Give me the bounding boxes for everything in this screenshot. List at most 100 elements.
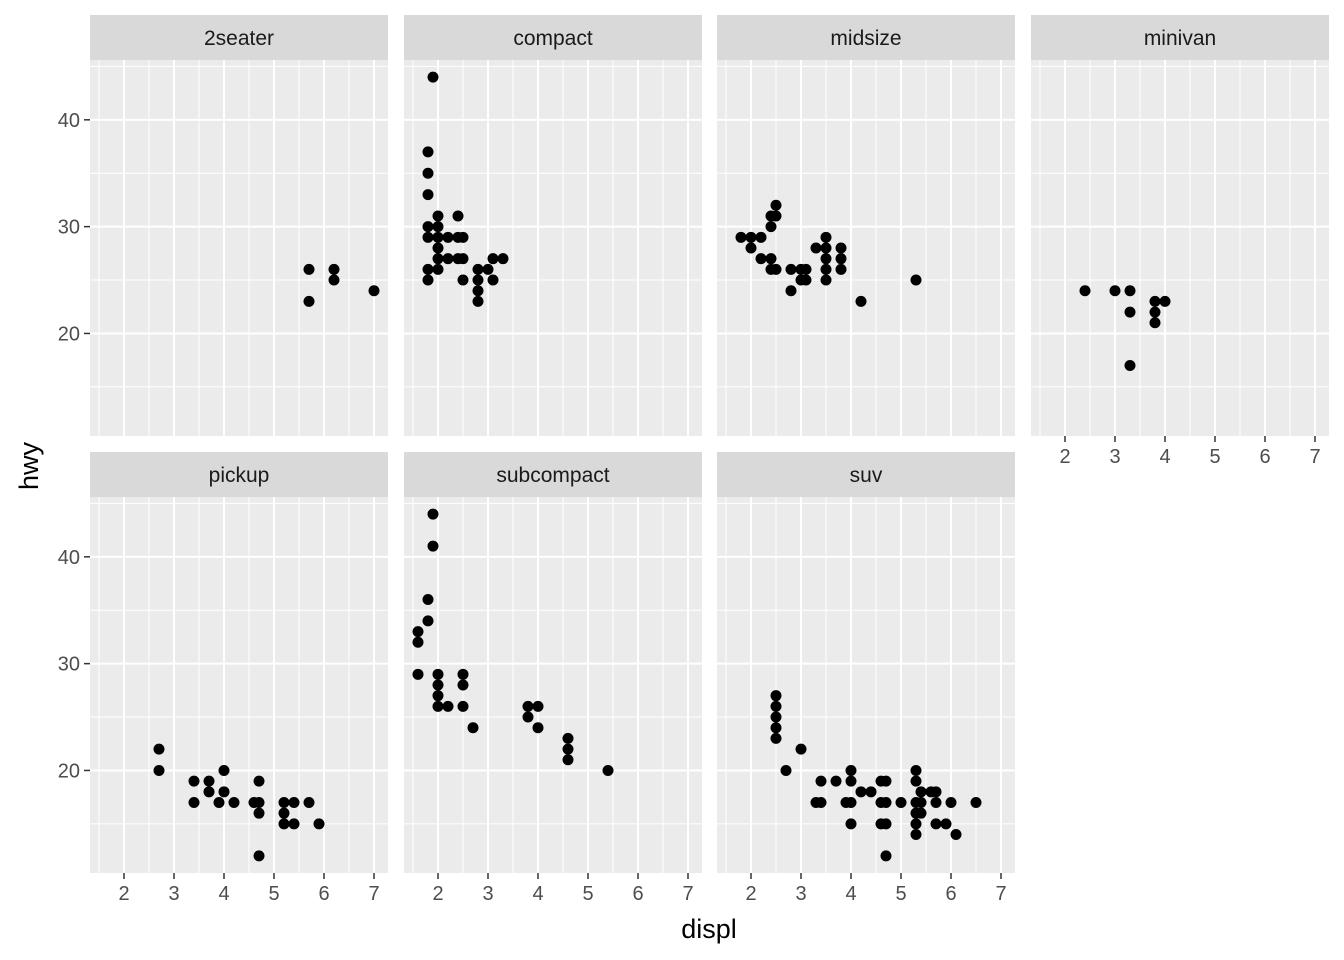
data-point [815, 797, 827, 808]
data-point [845, 797, 857, 808]
x-tick-label: 3 [482, 883, 493, 905]
data-point [497, 253, 509, 265]
facet-strip-label: midsize [830, 27, 901, 50]
data-point [472, 285, 484, 297]
data-point [432, 231, 444, 243]
data-point [412, 626, 424, 638]
x-axis-title: displ [681, 914, 737, 944]
data-point [432, 668, 444, 680]
data-point [880, 818, 892, 830]
data-point [845, 764, 857, 776]
data-point [153, 764, 165, 776]
data-point [915, 786, 927, 798]
facet-panel: minivan 2 3 4 5 6 7 [1031, 15, 1329, 468]
data-point [562, 743, 574, 755]
x-tick-label: 5 [1209, 446, 1220, 468]
data-point [1159, 295, 1171, 307]
data-point [188, 797, 200, 808]
data-point [785, 263, 797, 275]
data-point [487, 274, 499, 286]
data-point [328, 274, 340, 286]
x-tick-label: 7 [368, 883, 379, 905]
facet-panel: suv 2 3 4 5 6 7 [717, 452, 1015, 905]
data-point [820, 242, 832, 254]
data-point [422, 615, 434, 627]
x-tick-label: 4 [845, 883, 856, 905]
x-tick-label: 7 [995, 883, 1006, 905]
y-tick-label: 30 [58, 654, 80, 676]
data-point [303, 797, 315, 808]
data-point [910, 274, 922, 286]
panel-background [717, 497, 1015, 873]
data-point [422, 594, 434, 606]
data-point [467, 722, 479, 734]
data-point [940, 818, 952, 830]
data-point [765, 253, 777, 265]
data-point [880, 850, 892, 862]
panel-background [90, 60, 388, 436]
data-point [770, 690, 782, 702]
data-point [815, 775, 827, 787]
data-point [422, 167, 434, 179]
x-tick-label: 3 [168, 883, 179, 905]
data-point [1124, 360, 1136, 371]
data-point [930, 818, 942, 830]
data-point [1149, 306, 1161, 318]
data-point [602, 764, 614, 776]
facet-panels: 2seater 20 30 40 compact midsize minivan 2 3 4 5 6 7… [58, 15, 1329, 905]
facet-strip [1031, 15, 1329, 60]
data-point [328, 263, 340, 275]
data-point [153, 743, 165, 755]
data-point [770, 263, 782, 275]
data-point [303, 263, 315, 275]
data-point [203, 786, 215, 798]
data-point [422, 231, 434, 243]
facet-strip-label: suv [850, 464, 883, 487]
data-point [482, 263, 494, 275]
data-point [457, 274, 469, 286]
data-point [770, 199, 782, 211]
data-point [532, 722, 544, 734]
data-point [457, 679, 469, 691]
panel-background [90, 497, 388, 873]
data-point [422, 146, 434, 158]
data-point [427, 71, 439, 83]
facet-panel: pickup 20 30 40 2 3 4 5 6 7 [58, 452, 388, 905]
x-tick-label: 5 [582, 883, 593, 905]
data-point [442, 231, 454, 243]
data-point [228, 797, 240, 808]
x-tick-label: 2 [745, 883, 756, 905]
data-point [278, 807, 290, 819]
data-point [213, 797, 225, 808]
data-point [1079, 285, 1091, 297]
data-point [442, 700, 454, 712]
y-tick-label: 30 [58, 217, 80, 239]
data-point [745, 231, 757, 243]
data-point [472, 295, 484, 307]
data-point [930, 786, 942, 798]
data-point [218, 764, 230, 776]
facet-panel: 2seater 20 30 40 [58, 15, 388, 436]
x-tick-label: 6 [945, 883, 956, 905]
data-point [770, 210, 782, 222]
x-tick-label: 2 [1059, 446, 1070, 468]
data-point [835, 253, 847, 265]
x-tick-label: 6 [1259, 446, 1270, 468]
y-tick-label: 20 [58, 760, 80, 782]
panel-background [717, 60, 1015, 436]
data-point [770, 722, 782, 734]
data-point [930, 797, 942, 808]
data-point [422, 189, 434, 201]
y-tick-label: 40 [58, 547, 80, 569]
data-point [203, 775, 215, 787]
y-tick-label: 40 [58, 110, 80, 132]
data-point [457, 700, 469, 712]
data-point [562, 754, 574, 766]
data-point [303, 295, 315, 307]
data-point [800, 274, 812, 286]
data-point [253, 807, 265, 819]
x-tick-label: 4 [218, 883, 229, 905]
facet-strip [90, 452, 388, 497]
data-point [472, 274, 484, 286]
data-point [457, 668, 469, 680]
